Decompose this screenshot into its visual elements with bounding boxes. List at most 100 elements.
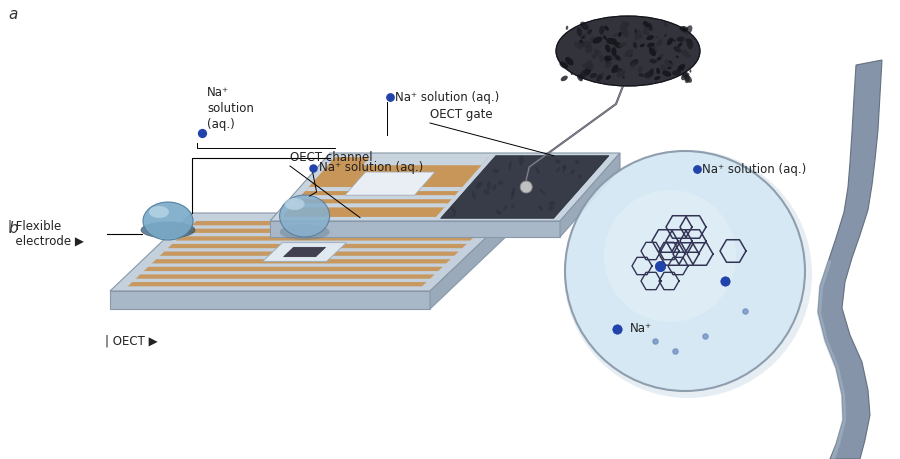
- Ellipse shape: [498, 180, 503, 185]
- Ellipse shape: [601, 73, 605, 75]
- Ellipse shape: [673, 39, 676, 42]
- Polygon shape: [283, 157, 489, 217]
- Ellipse shape: [682, 27, 686, 33]
- Polygon shape: [144, 267, 443, 271]
- Ellipse shape: [619, 58, 623, 61]
- Ellipse shape: [689, 69, 691, 73]
- Ellipse shape: [649, 59, 657, 63]
- Ellipse shape: [634, 30, 641, 40]
- Ellipse shape: [615, 55, 621, 61]
- Ellipse shape: [644, 73, 648, 75]
- Ellipse shape: [622, 28, 629, 38]
- Ellipse shape: [519, 156, 524, 165]
- Polygon shape: [818, 60, 882, 459]
- Polygon shape: [560, 153, 620, 237]
- Ellipse shape: [527, 185, 530, 189]
- Ellipse shape: [656, 67, 660, 74]
- Ellipse shape: [649, 68, 653, 75]
- Polygon shape: [345, 172, 435, 195]
- Polygon shape: [270, 153, 620, 221]
- Ellipse shape: [451, 213, 456, 217]
- Polygon shape: [430, 213, 512, 309]
- Ellipse shape: [472, 191, 476, 199]
- Text: Na⁺ solution (aq.): Na⁺ solution (aq.): [702, 162, 806, 175]
- Point: [194, 129, 209, 137]
- Ellipse shape: [685, 39, 691, 43]
- Ellipse shape: [605, 61, 612, 68]
- Ellipse shape: [669, 60, 672, 64]
- Ellipse shape: [654, 76, 661, 80]
- Ellipse shape: [605, 58, 609, 61]
- Ellipse shape: [508, 161, 512, 170]
- Text: b: b: [8, 221, 18, 236]
- Ellipse shape: [651, 46, 657, 55]
- Ellipse shape: [475, 181, 482, 189]
- Ellipse shape: [622, 21, 628, 25]
- Ellipse shape: [606, 77, 609, 80]
- Ellipse shape: [656, 39, 662, 47]
- Ellipse shape: [590, 73, 598, 78]
- Ellipse shape: [639, 34, 643, 39]
- Ellipse shape: [604, 26, 609, 31]
- Ellipse shape: [684, 74, 692, 83]
- Ellipse shape: [614, 42, 622, 48]
- Ellipse shape: [560, 62, 568, 69]
- Text: Na⁺ solution (aq.): Na⁺ solution (aq.): [319, 162, 423, 174]
- Ellipse shape: [615, 68, 623, 73]
- Polygon shape: [110, 291, 430, 309]
- Ellipse shape: [590, 46, 592, 50]
- Ellipse shape: [597, 74, 603, 81]
- Ellipse shape: [284, 198, 304, 210]
- Ellipse shape: [535, 166, 539, 174]
- Ellipse shape: [577, 28, 582, 36]
- Ellipse shape: [653, 50, 658, 54]
- Ellipse shape: [623, 22, 630, 29]
- Polygon shape: [184, 229, 482, 233]
- Ellipse shape: [599, 26, 605, 34]
- Ellipse shape: [599, 55, 604, 62]
- Polygon shape: [110, 213, 512, 291]
- Ellipse shape: [644, 71, 653, 78]
- Ellipse shape: [619, 22, 629, 30]
- Ellipse shape: [638, 73, 644, 77]
- Ellipse shape: [640, 44, 645, 47]
- Polygon shape: [363, 157, 489, 165]
- Ellipse shape: [677, 64, 685, 72]
- Ellipse shape: [577, 75, 583, 81]
- Ellipse shape: [592, 37, 602, 44]
- Ellipse shape: [594, 49, 601, 55]
- Ellipse shape: [580, 70, 587, 79]
- Circle shape: [565, 151, 805, 391]
- Ellipse shape: [667, 67, 671, 69]
- Ellipse shape: [280, 195, 329, 237]
- Ellipse shape: [660, 64, 667, 72]
- Polygon shape: [160, 252, 459, 256]
- Ellipse shape: [680, 66, 683, 70]
- Ellipse shape: [591, 52, 599, 59]
- Point: [648, 337, 662, 345]
- Ellipse shape: [678, 43, 682, 47]
- Ellipse shape: [629, 55, 633, 57]
- Ellipse shape: [141, 222, 195, 238]
- Ellipse shape: [495, 210, 502, 215]
- Ellipse shape: [511, 187, 515, 195]
- Ellipse shape: [657, 56, 662, 61]
- Ellipse shape: [555, 159, 561, 163]
- Ellipse shape: [681, 72, 688, 80]
- Ellipse shape: [492, 169, 500, 173]
- Ellipse shape: [280, 224, 329, 240]
- Ellipse shape: [606, 38, 616, 45]
- Circle shape: [520, 181, 532, 193]
- Ellipse shape: [580, 39, 584, 46]
- Ellipse shape: [682, 73, 689, 77]
- Ellipse shape: [663, 22, 668, 28]
- Ellipse shape: [643, 25, 650, 31]
- Ellipse shape: [571, 169, 575, 174]
- Ellipse shape: [575, 160, 580, 164]
- Ellipse shape: [487, 181, 491, 190]
- Polygon shape: [284, 247, 326, 257]
- Ellipse shape: [623, 75, 625, 79]
- Ellipse shape: [522, 185, 528, 193]
- Ellipse shape: [633, 42, 637, 49]
- Ellipse shape: [649, 47, 656, 56]
